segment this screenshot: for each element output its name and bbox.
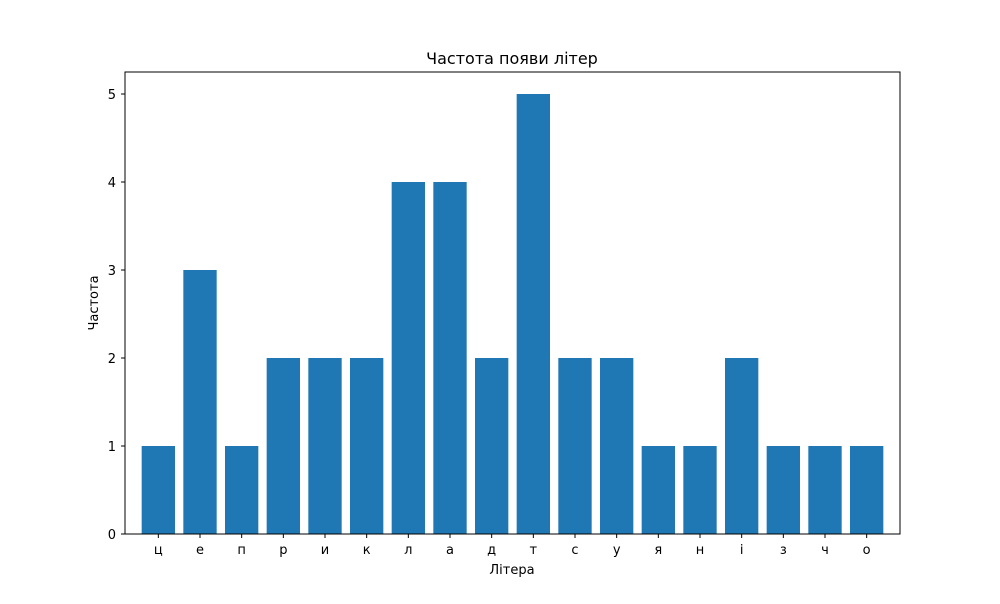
bar-4 [308,358,342,534]
x-tick-label: п [237,543,246,558]
x-tick-label: т [530,543,538,558]
bar-9 [516,94,550,534]
bar-6 [391,182,425,534]
plot-frame [124,71,901,535]
bar-10 [558,358,592,534]
x-tick-label: ц [154,543,163,558]
x-tick-label: і [740,543,744,558]
y-tick-label: 4 [108,176,116,191]
x-tick-label: и [321,543,329,558]
x-tick-label: у [613,543,621,558]
bar-15 [766,446,800,534]
x-tick-label: е [196,543,204,558]
bar-5 [350,358,384,534]
bar-1 [183,270,217,534]
y-tick-label: 5 [108,88,116,103]
y-tick-label: 2 [108,352,116,367]
x-tick-label: л [404,543,412,558]
x-tick-label: а [446,543,454,558]
bar-11 [600,358,634,534]
x-tick-label: д [487,543,496,558]
x-tick-label: р [279,543,287,558]
bar-17 [850,446,884,534]
bar-14 [725,358,759,534]
x-tick-label: с [571,543,578,558]
x-tick-label: ч [821,543,829,558]
y-tick-label: 3 [108,264,116,279]
bar-2 [225,446,259,534]
bar-16 [808,446,842,534]
x-tick-label: з [780,543,787,558]
x-tick-label: я [654,543,662,558]
bar-12 [641,446,675,534]
bar-3 [266,358,300,534]
y-axis: 0 1 2 3 4 5 [108,88,125,543]
bar-13 [683,446,717,534]
y-tick-label: 0 [108,528,116,543]
bar-0 [141,446,175,534]
bar-8 [475,358,509,534]
x-tick-label: о [863,543,871,558]
y-axis-label: Частота [87,275,102,330]
chart-title: Частота появи літер [426,49,598,68]
x-tick-label: н [696,543,705,558]
x-axis-label: Літера [489,563,534,578]
y-tick-label: 1 [108,440,116,455]
x-tick-label: к [363,543,371,558]
bar-7 [433,182,467,534]
bars-layer [141,94,884,534]
